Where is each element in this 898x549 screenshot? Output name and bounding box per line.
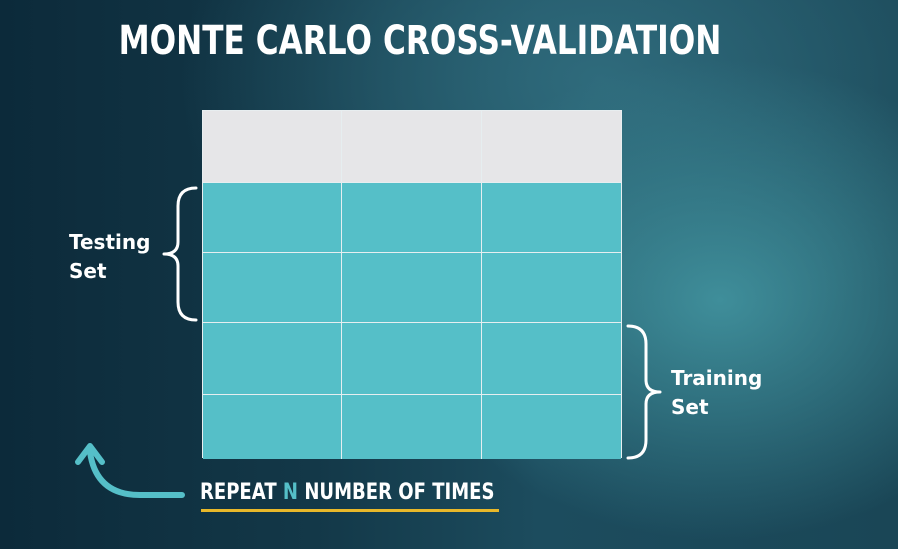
- training-label-line2: Set: [671, 395, 709, 419]
- testing-label-line1: Testing: [69, 230, 151, 254]
- data-cell: [481, 323, 621, 395]
- data-cell: [203, 253, 343, 323]
- training-brace: [626, 324, 662, 460]
- data-cell: [203, 395, 343, 459]
- header-cell: [203, 111, 343, 183]
- repeat-word: REPEAT: [200, 480, 277, 505]
- data-cell: [481, 395, 621, 459]
- n-highlight: N: [282, 480, 299, 505]
- diagram-title: MONTE CARLO CROSS-VALIDATION: [118, 18, 722, 64]
- caption-underline: [201, 509, 499, 512]
- repeat-arrow-icon: [75, 443, 185, 498]
- header-cell: [342, 111, 482, 183]
- testing-set-label: Testing Set: [69, 228, 150, 286]
- training-label-line1: Training: [671, 366, 763, 390]
- header-cell: [481, 111, 621, 183]
- data-cell: [481, 183, 621, 253]
- data-cell: [203, 183, 343, 253]
- testing-label-line2: Set: [69, 259, 107, 283]
- data-table: [202, 110, 622, 459]
- training-set-label: Training Set: [671, 364, 762, 422]
- data-cell: [203, 323, 343, 395]
- data-cell: [342, 253, 482, 323]
- number-of-times: NUMBER OF TIMES: [304, 480, 495, 505]
- data-cell: [342, 183, 482, 253]
- data-cell: [342, 395, 482, 459]
- repeat-caption: REPEAT N NUMBER OF TIMES: [200, 480, 494, 505]
- testing-brace: [162, 186, 198, 322]
- data-cell: [481, 253, 621, 323]
- data-cell: [342, 323, 482, 395]
